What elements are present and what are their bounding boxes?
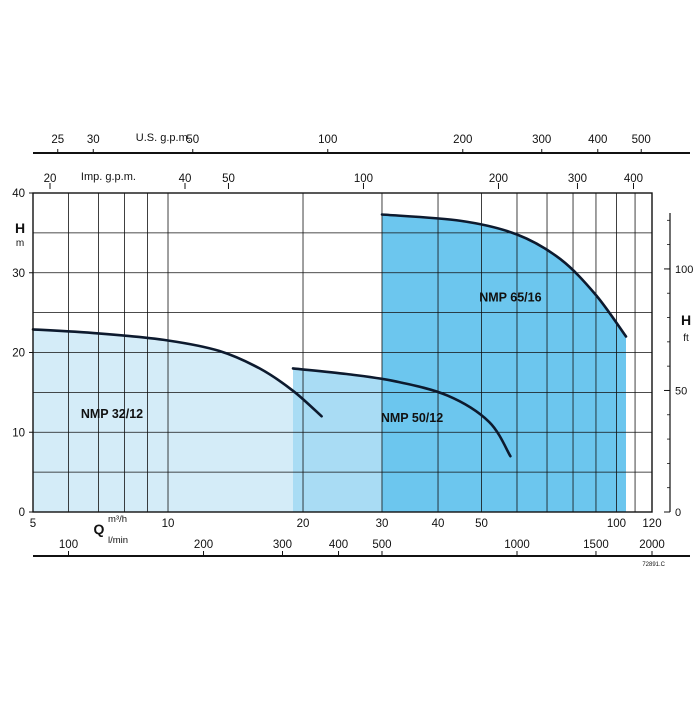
x-impgpm-label: Imp. g.p.m. [81, 171, 136, 183]
y-m-symbol: H [15, 220, 25, 236]
y-m-tick-label: 10 [12, 427, 25, 439]
x-impgpm-tick-label: 400 [624, 173, 643, 185]
x-lmin-tick-label: 2000 [639, 539, 665, 551]
bottom-axes: 5 10 20 30 40 50 100 120 Qm³/h l/min 100 200 300 400 5… [30, 514, 690, 568]
x-m3h-unit: m³/h [108, 514, 127, 525]
series-area [33, 329, 322, 512]
grid-lines [33, 193, 652, 512]
x-lmin-tick-label: 100 [59, 539, 78, 551]
x-lmin-tick-label: 1000 [504, 539, 530, 551]
x-m3h-tick-label: 50 [475, 518, 488, 530]
y-ft-tick-label: 0 [675, 507, 681, 519]
x-usgpm-tick-label: 25 [51, 134, 64, 146]
series-label: NMP 50/12 [381, 411, 443, 425]
x-lmin-tick-label: 500 [372, 539, 391, 551]
y-ft-tick-label: 50 [675, 385, 687, 397]
x-usgpm-tick-label: 500 [632, 134, 651, 146]
y-m-tick-label: 0 [19, 507, 25, 519]
series-curves [31, 213, 628, 458]
x-m3h-tick-label: 10 [162, 518, 175, 530]
series-label: NMP 65/16 [479, 290, 541, 304]
x-impgpm-tick-label: 100 [354, 173, 373, 185]
x-impgpm-tick-label: 20 [44, 173, 57, 185]
x-usgpm-tick-label: 30 [87, 134, 100, 146]
x-usgpm-tick-label: 50 [186, 134, 199, 146]
x-usgpm-label: U.S. g.p.m. [136, 132, 191, 144]
series-areas [33, 214, 626, 512]
y-ft-tick-label: 100 [675, 264, 693, 276]
x-m3h-tick-label: 5 [30, 518, 36, 530]
x-lmin-tick-label: 300 [273, 539, 292, 551]
x-usgpm-tick-label: 300 [532, 134, 551, 146]
x-q-symbol: Q [94, 521, 105, 537]
x-m3h-tick-label: 100 [607, 518, 626, 530]
series-curve [31, 328, 323, 418]
y-m-unit: m [16, 238, 24, 249]
x-impgpm-tick-label: 40 [179, 173, 192, 185]
x-impgpm-tick-label: 50 [222, 173, 235, 185]
axes: 0 10 20 30 40 Hm 0 50 100 Hft [12, 188, 693, 519]
series-curve [291, 367, 512, 458]
top-axes: 25 30 50 100 200 300 400 500 U.S. g.p.m. 20 40 50 10… [33, 132, 690, 189]
x-impgpm-tick-label: 200 [489, 173, 508, 185]
x-lmin-unit: l/min [108, 535, 128, 546]
x-lmin-tick-label: 200 [194, 539, 213, 551]
series-label: NMP 32/12 [81, 407, 143, 421]
figure-code: 72891.C [642, 562, 665, 568]
x-m3h-tick-label: 30 [376, 518, 389, 530]
series-curve [380, 213, 628, 338]
x-usgpm-tick-label: 100 [318, 134, 337, 146]
x-usgpm-tick-label: 200 [453, 134, 472, 146]
x-impgpm-tick-label: 300 [568, 173, 587, 185]
series-labels: NMP 32/12 NMP 50/12 NMP 65/16 [81, 290, 542, 424]
y-ft-symbol: H [681, 312, 691, 328]
y-ft-unit: ft [683, 333, 689, 344]
x-lmin-tick-label: 400 [329, 539, 348, 551]
x-m3h-tick-label: 120 [642, 518, 661, 530]
x-m3h-tick-label: 40 [432, 518, 445, 530]
series-area [382, 214, 626, 512]
y-m-tick-label: 40 [12, 188, 25, 200]
y-m-tick-label: 20 [12, 348, 25, 360]
y-m-tick-label: 30 [12, 268, 25, 280]
x-usgpm-tick-label: 400 [588, 134, 607, 146]
x-m3h-tick-label: 20 [297, 518, 310, 530]
x-lmin-tick-label: 1500 [583, 539, 609, 551]
